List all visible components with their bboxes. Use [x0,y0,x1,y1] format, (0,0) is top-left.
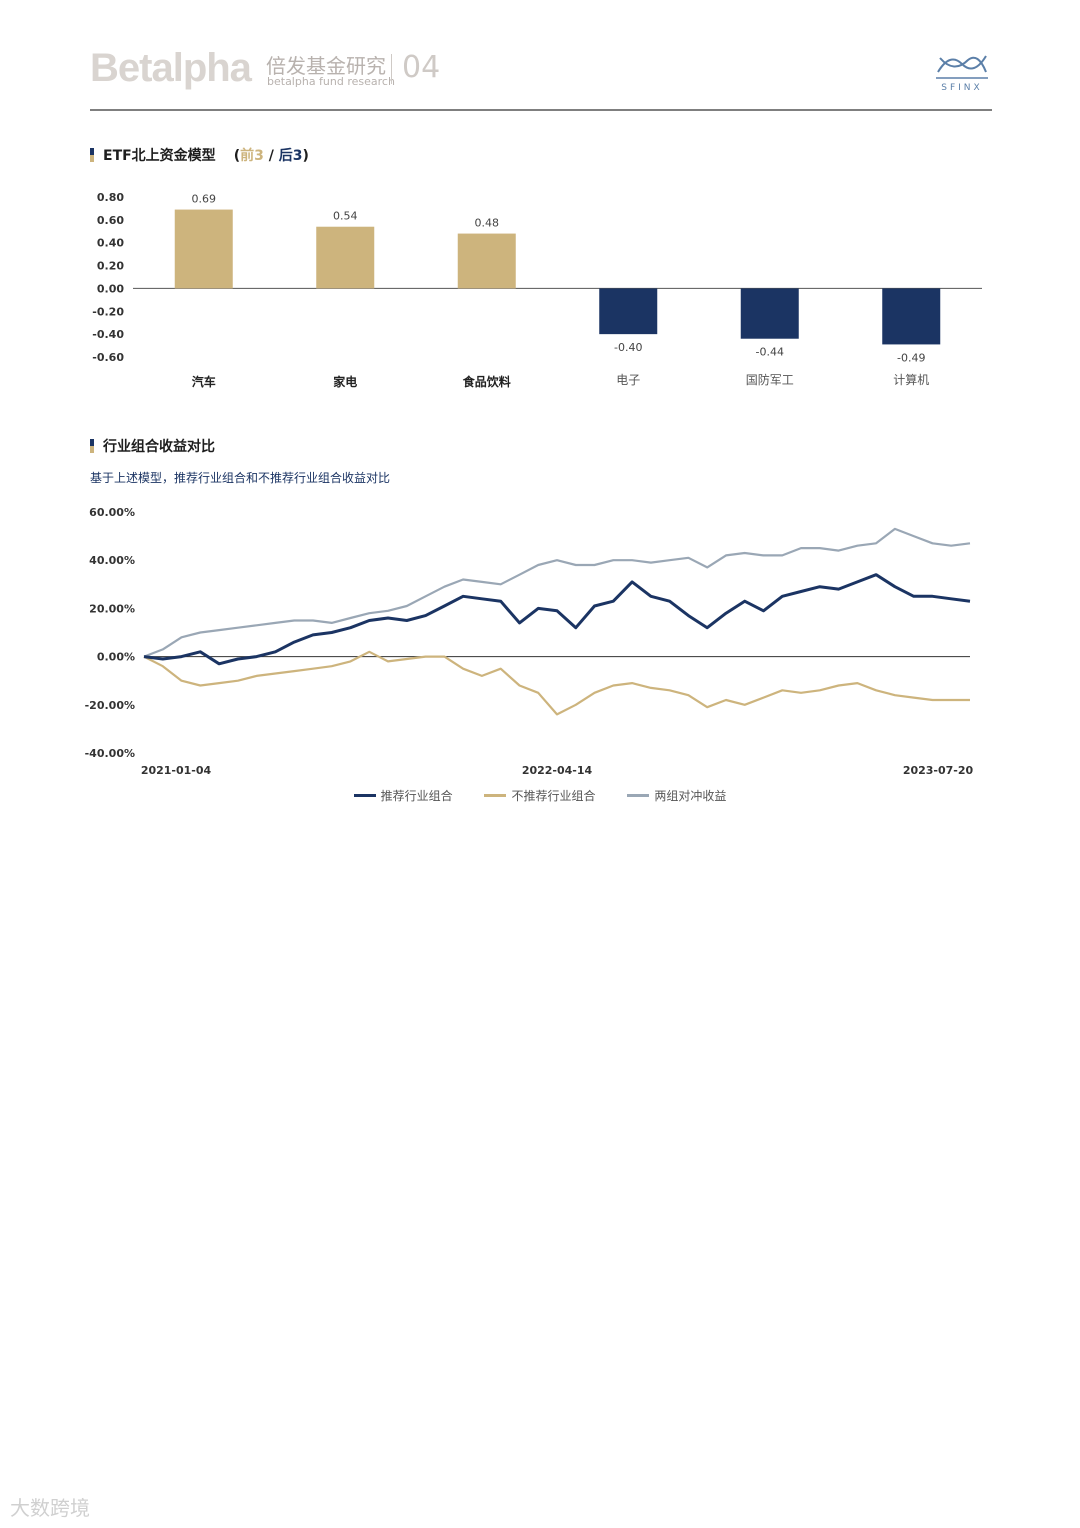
line-chart-legend: 推荐行业组合 不推荐行业组合 两组对冲收益 [0,787,1080,804]
y-tick-label: -20.00% [85,699,135,712]
category-label: 食品饮料 [462,374,511,389]
y-tick-label: 0.00 [97,282,124,295]
bar-value-label: 0.69 [192,193,217,206]
category-label: 计算机 [893,372,929,387]
y-tick-label: 0.00% [97,651,135,664]
watermark: 大数跨境 [10,1496,90,1520]
page-number: 04 [402,50,441,85]
legend-swatch [627,794,650,797]
page-header: Betalpha 倍发基金研究 betalpha fund research 0… [90,40,992,110]
etf-model-title: ETF北上资金模型 [103,148,216,164]
bar [316,226,375,289]
category-label: 汽车 [192,374,216,389]
x-tick-label: 2022-04-14 [522,764,593,777]
bar-value-label: 0.54 [333,210,358,223]
return-line-chart: 60.00% 40.00% 20.00% 0.00% -20.00% -40.00% 202… [85,506,974,777]
section-marker [90,439,94,453]
y-tick-label: 0.20 [97,260,124,273]
category-label: 家电 [333,374,357,389]
ranking-tag: (前3 / 后3) [233,148,309,164]
bar [457,233,516,289]
y-tick-label: 0.80 [97,191,124,204]
y-tick-label: -0.40 [92,328,124,341]
legend-item-not-recommended: 不推荐行业组合 [484,787,596,804]
y-tick-label: 20.00% [89,602,135,615]
y-tick-label: 40.00% [89,554,135,567]
x-tick-label: 2021-01-04 [141,764,212,777]
sfinx-logo-text: SFINX [941,83,982,92]
brand-chinese-name: 倍发基金研究 [266,54,386,78]
return-comparison-title: 行业组合收益对比 [103,439,215,455]
header-rule [90,109,992,111]
tag-bottom3: 后3 [278,148,303,164]
not-recommended-series-line [143,650,970,716]
bar [740,288,799,339]
hedge-series-line [143,527,971,658]
category-label: 国防军工 [746,372,794,387]
x-tick-label: 2023-07-20 [903,764,974,777]
betalpha-logo: Betalpha [90,46,252,90]
sfinx-logo: SFINX [936,55,988,92]
section-title-return-comparison: 行业组合收益对比 [90,436,215,456]
legend-item-hedge: 两组对冲收益 [627,787,726,804]
return-comparison-subtitle: 基于上述模型，推荐行业组合和不推荐行业组合收益对比 [90,471,391,485]
y-tick-label: -0.60 [92,351,124,364]
bar-value-label: 0.48 [475,217,500,230]
y-tick-label: 0.60 [97,214,124,227]
bar [174,209,233,289]
legend-swatch [484,794,507,797]
y-tick-label: 0.40 [97,237,124,250]
y-tick-label: -40.00% [85,747,135,760]
bar-value-label: -0.40 [614,341,642,354]
section-title-etf-model: ETF北上资金模型 (前3 / 后3) [90,145,309,165]
y-tick-label: 60.00% [89,506,135,519]
y-tick-label: -0.20 [92,305,124,318]
header-divider [391,54,392,84]
brand-english-name: betalpha fund research [267,75,395,88]
legend-item-recommended: 推荐行业组合 [353,787,453,804]
section-marker [90,148,94,162]
category-label: 电子 [616,373,640,387]
bar-value-label: -0.44 [756,346,784,359]
tag-top3: 前3 [240,148,264,164]
recommended-series-line [143,573,971,666]
legend-swatch [353,794,376,797]
etf-bar-chart: 0.80 0.60 0.40 0.20 0.00 -0.20 -0.40 -0.60 0.69 汽… [92,191,982,389]
bar-value-label: -0.49 [897,351,925,364]
bar [882,288,941,345]
bar [599,288,658,335]
